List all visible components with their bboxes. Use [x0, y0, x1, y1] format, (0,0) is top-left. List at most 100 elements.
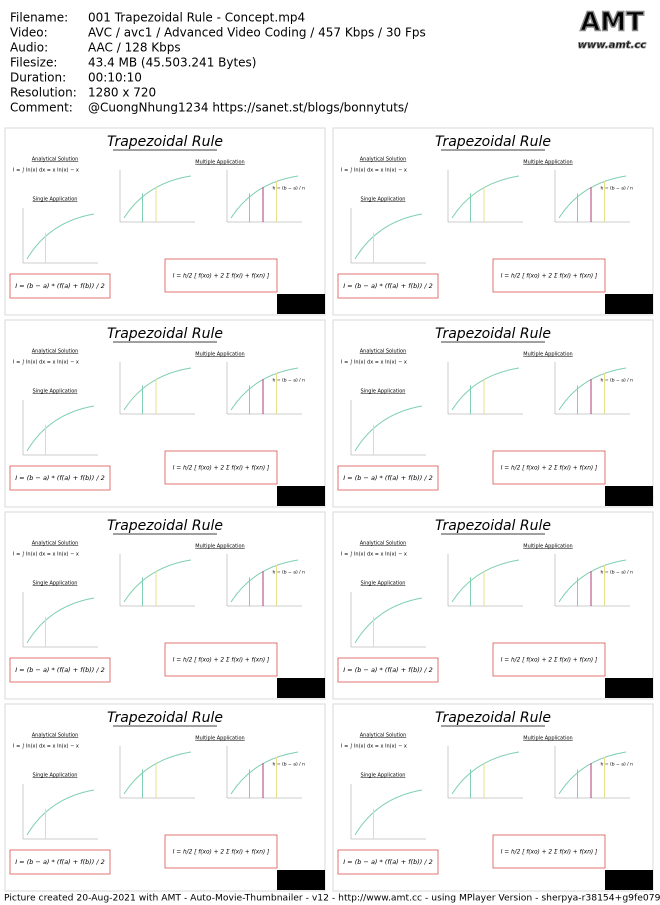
- plot-curve: [230, 367, 299, 411]
- formula-single: I = (b − a) * (f(a) + f(b)) / 2: [15, 858, 105, 866]
- plot-curve: [354, 213, 423, 260]
- plot-curve: [26, 213, 95, 260]
- formula-box: [337, 273, 439, 299]
- formula-single: I = (b − a) * (f(a) + f(b)) / 2: [343, 858, 433, 866]
- section-label: Analytical Solution: [32, 157, 79, 163]
- step-formula: h = (b − a) / n: [273, 762, 306, 768]
- thumbnail: Trapezoidal Rule Analytical Solution I = ∫…: [332, 127, 654, 316]
- timestamp: 00:00:12: [604, 298, 653, 311]
- slide-title: Trapezoidal Rule: [107, 710, 223, 726]
- section-label: Single Application: [361, 581, 406, 587]
- analytical-formula: I = ∫ ln(x) dx = x ln(x) − x: [341, 744, 407, 750]
- formula-box: [492, 642, 606, 677]
- section-label: Multiple Application: [195, 544, 244, 550]
- info-value: @CuongNhung1234 https://sanet.st/blogs/b…: [88, 101, 409, 115]
- plot-curve: [123, 751, 192, 795]
- step-formula: h = (b − a) / n: [601, 378, 634, 384]
- formula-box: [164, 642, 278, 677]
- section-label: Analytical Solution: [360, 349, 407, 355]
- slide-title: Trapezoidal Rule: [107, 326, 223, 342]
- analytical-formula: I = ∫ ln(x) dx = x ln(x) − x: [341, 552, 407, 558]
- plot-curve: [354, 597, 423, 644]
- thumbnail: Trapezoidal Rule Analytical Solution I = ∫…: [4, 127, 326, 316]
- formula-box: [492, 450, 606, 485]
- info-value: AVC / avc1 / Advanced Video Coding / 457…: [88, 26, 426, 40]
- formula-multiple: I = h/2 [ f(xo) + 2 Σ f(xi) + f(xn) ]: [173, 466, 270, 472]
- formula-multiple: I = h/2 [ f(xo) + 2 Σ f(xi) + f(xn) ]: [501, 466, 598, 472]
- thumbnail: Trapezoidal Rule Analytical Solution I = ∫…: [4, 319, 326, 508]
- step-formula: h = (b − a) / n: [273, 186, 306, 192]
- formula-box: [337, 657, 439, 683]
- section-label: Single Application: [33, 389, 78, 395]
- section-label: Single Application: [361, 773, 406, 779]
- info-value: 00:10:10: [88, 71, 142, 85]
- timestamp-box: [605, 678, 653, 698]
- formula-box: [164, 834, 278, 869]
- section-label: Single Application: [33, 581, 78, 587]
- info-label: Audio:: [10, 41, 48, 55]
- slide-title: Trapezoidal Rule: [435, 518, 551, 534]
- formula-single: I = (b − a) * (f(a) + f(b)) / 2: [15, 282, 105, 290]
- formula-multiple: I = h/2 [ f(xo) + 2 Σ f(xi) + f(xn) ]: [501, 850, 598, 856]
- thumbnail: Trapezoidal Rule Analytical Solution I = ∫…: [332, 511, 654, 700]
- section-label: Single Application: [33, 773, 78, 779]
- formula-box: [164, 258, 278, 293]
- timestamp-box: [605, 294, 653, 314]
- analytical-formula: I = ∫ ln(x) dx = x ln(x) − x: [13, 744, 79, 750]
- slide-title: Trapezoidal Rule: [435, 326, 551, 342]
- logo-url: www.amt.cc: [578, 40, 647, 51]
- plot-curve: [26, 597, 95, 644]
- formula-single: I = (b − a) * (f(a) + f(b)) / 2: [15, 474, 105, 482]
- timestamp-box: [277, 486, 325, 506]
- section-label: Multiple Application: [195, 736, 244, 742]
- plot-curve: [451, 175, 520, 219]
- plot-curve: [26, 789, 95, 836]
- section-label: Single Application: [361, 197, 406, 203]
- timestamp: 00:00:36: [604, 682, 653, 695]
- formula-single: I = (b − a) * (f(a) + f(b)) / 2: [343, 282, 433, 290]
- formula-box: [164, 450, 278, 485]
- section-label: Single Application: [361, 389, 406, 395]
- plot-curve: [354, 405, 423, 452]
- timestamp-box: [277, 294, 325, 314]
- plot-curve: [451, 367, 520, 411]
- formula-multiple: I = h/2 [ f(xo) + 2 Σ f(xi) + f(xn) ]: [501, 274, 598, 280]
- formula-multiple: I = h/2 [ f(xo) + 2 Σ f(xi) + f(xn) ]: [173, 274, 270, 280]
- info-label: Filename:: [10, 11, 68, 25]
- plot-curve: [26, 405, 95, 452]
- info-label: Duration:: [10, 71, 66, 85]
- thumbnail: Trapezoidal Rule Analytical Solution I = ∫…: [4, 511, 326, 700]
- timestamp-box: [277, 678, 325, 698]
- plot-curve: [230, 175, 299, 219]
- formula-single: I = (b − a) * (f(a) + f(b)) / 2: [343, 474, 433, 482]
- section-label: Analytical Solution: [360, 541, 407, 547]
- info-value: 43.4 MB (45.503.241 Bytes): [88, 56, 257, 70]
- step-formula: h = (b − a) / n: [601, 762, 634, 768]
- formula-multiple: I = h/2 [ f(xo) + 2 Σ f(xi) + f(xn) ]: [173, 850, 270, 856]
- info-value: 1280 x 720: [88, 86, 156, 100]
- analytical-formula: I = ∫ ln(x) dx = x ln(x) − x: [13, 552, 79, 558]
- analytical-formula: I = ∫ ln(x) dx = x ln(x) − x: [13, 168, 79, 174]
- logo-title: AMT: [580, 8, 644, 38]
- plot-curve: [558, 367, 627, 411]
- timestamp: 00:00:42: [276, 874, 325, 887]
- timestamp: 00:00:18: [276, 490, 325, 503]
- formula-box: [337, 465, 439, 491]
- slide-title: Trapezoidal Rule: [107, 134, 223, 150]
- timestamp-box: [605, 870, 653, 890]
- plot-curve: [558, 175, 627, 219]
- section-label: Multiple Application: [523, 736, 572, 742]
- slide-title: Trapezoidal Rule: [107, 518, 223, 534]
- timestamp: 00:00:24: [604, 490, 653, 503]
- info-label: Comment:: [10, 101, 73, 115]
- timestamp: 00:00:48: [604, 874, 653, 887]
- timestamp: 00:00:30: [276, 682, 325, 695]
- thumbnail: Trapezoidal Rule Analytical Solution I = ∫…: [4, 703, 326, 892]
- timestamp-box: [277, 870, 325, 890]
- plot-curve: [451, 751, 520, 795]
- formula-box: [9, 849, 111, 875]
- thumbnail: Trapezoidal Rule Analytical Solution I = ∫…: [332, 703, 654, 892]
- info-value: 001 Trapezoidal Rule - Concept.mp4: [88, 11, 305, 25]
- plot-curve: [123, 559, 192, 603]
